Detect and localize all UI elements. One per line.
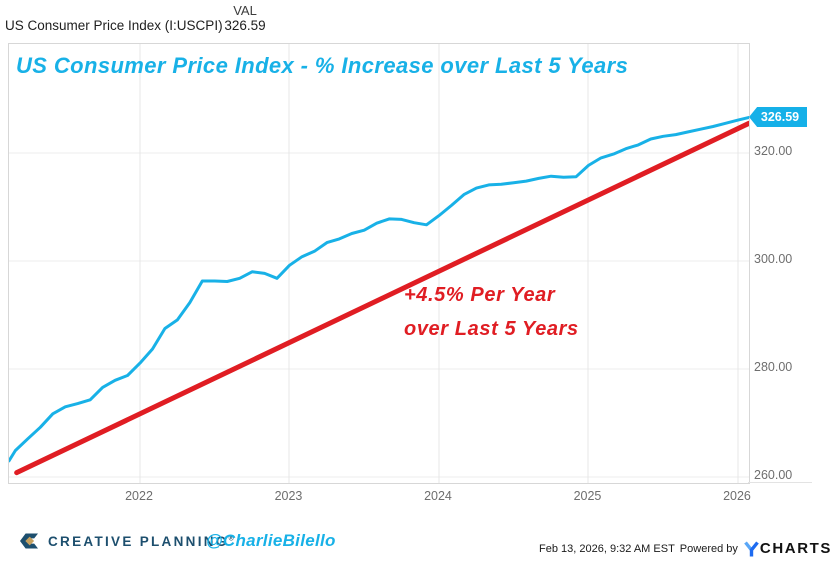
last-value-badge: 326.59 — [749, 107, 807, 127]
axis-extension-line — [748, 482, 812, 483]
author-handle[interactable]: @CharlieBilello — [206, 531, 336, 550]
y-tick-label: 320.00 — [754, 144, 793, 158]
x-tick-label: 2023 — [274, 489, 303, 503]
plot-area[interactable] — [7, 43, 752, 484]
ycharts-logo[interactable]: CHARTS — [743, 540, 832, 557]
value-column: VAL 326.59 — [210, 3, 280, 34]
cpi-line-chart — [7, 44, 752, 483]
timestamp-block: Feb 13, 2026, 9:32 AM EST Powered by CHA… — [539, 540, 832, 557]
ycharts-wordmark: CHARTS — [759, 540, 832, 557]
ycharts-y-icon — [744, 540, 759, 556]
y-tick-label: 280.00 — [754, 360, 793, 374]
trend-annotation-line2: over Last 5 Years — [404, 318, 579, 340]
x-tick-label: 2022 — [125, 489, 153, 503]
series-label[interactable]: US Consumer Price Index (I:USCPI) — [5, 18, 223, 33]
chart-title: US Consumer Price Index - % Increase ove… — [16, 53, 629, 78]
creative-planning-logo-icon — [20, 533, 38, 549]
powered-by-label: Powered by — [679, 542, 738, 555]
x-tick-label: 2026 — [723, 489, 751, 503]
latest-value: 326.59 — [224, 18, 266, 33]
x-tick-label: 2024 — [424, 489, 452, 503]
x-tick-label: 2025 — [573, 489, 602, 503]
y-tick-label: 260.00 — [754, 468, 793, 482]
value-column-header: VAL — [233, 3, 257, 18]
timestamp: Feb 13, 2026, 9:32 AM EST — [539, 542, 675, 555]
trend-annotation-line1: +4.5% Per Year — [404, 284, 556, 306]
brand-name: CREATIVE PLANNING® — [48, 533, 234, 549]
registered-mark: ® — [228, 535, 234, 542]
brand-block: CREATIVE PLANNING® — [17, 529, 234, 553]
y-tick-label: 300.00 — [754, 252, 793, 266]
